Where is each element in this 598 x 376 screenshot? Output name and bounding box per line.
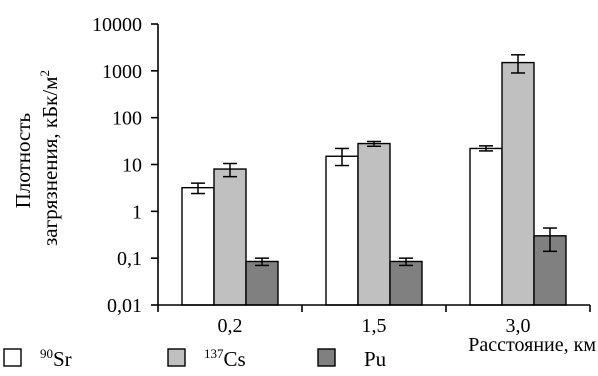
error-bar [511, 54, 525, 74]
y-tick-label: 1000 [102, 61, 142, 83]
legend-label-cs: 137Cs [204, 346, 246, 371]
x-axis-label: Расстояние, км [468, 334, 596, 356]
error-bar [255, 257, 269, 267]
error-bar [223, 162, 237, 178]
y-axis-label-sup: 2 [37, 70, 52, 77]
bar-sr [469, 147, 503, 306]
error-bar [191, 182, 205, 195]
error-bar [479, 145, 493, 152]
bar-pu [245, 260, 279, 306]
error-bar [335, 147, 349, 167]
y-tick-label: 0,01 [107, 295, 142, 317]
y-axis-label: Плотность загрязнения, кБк/м2 [11, 70, 62, 246]
bar-sr [325, 155, 359, 306]
legend-swatch-sr [3, 348, 22, 367]
y-tick-label: 0,1 [117, 248, 142, 270]
bar-pu [389, 260, 423, 306]
y-axis-label-line1: Плотность [11, 113, 35, 208]
legend-label-pu: Pu [364, 347, 387, 371]
error-bar [367, 140, 381, 148]
bar-cs [501, 61, 535, 306]
error-bar [399, 257, 413, 267]
y-tick-label: 100 [112, 108, 142, 130]
bar-cs [213, 168, 247, 306]
x-tick-label: 1,5 [362, 315, 387, 337]
x-tick-label: 3,0 [506, 315, 531, 337]
legend-label-sr: 90Sr [40, 346, 72, 371]
y-tick-label: 10 [122, 155, 142, 177]
legend-swatch-pu [317, 348, 336, 367]
y-axis-label-line2: загрязнения, кБк/м [38, 77, 62, 246]
y-tick-label: 1 [132, 201, 142, 223]
x-tick-label: 0,2 [218, 315, 243, 337]
legend: 90Sr 137Cs Pu [3, 346, 387, 371]
error-bar [543, 227, 557, 253]
bar-cs [357, 142, 391, 306]
y-tick-label: 10000 [92, 14, 142, 36]
bar-sr [181, 186, 215, 306]
legend-swatch-cs [167, 348, 186, 367]
